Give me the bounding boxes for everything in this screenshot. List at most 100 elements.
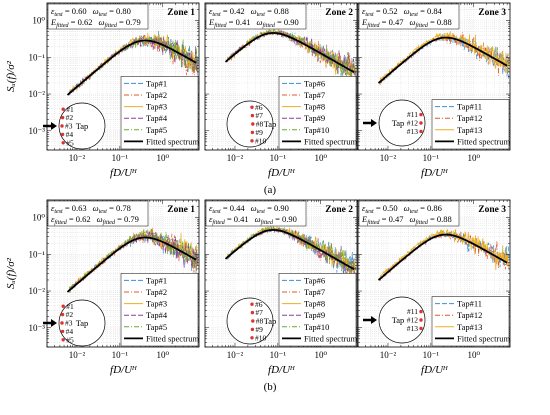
legend-label: Tap#3	[146, 102, 167, 112]
parameter-part: ω	[404, 6, 410, 16]
parameter-part: test	[257, 209, 266, 215]
legend-label: Tap#2	[146, 90, 167, 100]
cylinder-outline	[378, 99, 426, 147]
parameter-part: ω	[251, 203, 257, 213]
series-group	[377, 228, 509, 282]
parameter-part: = 0.90	[275, 17, 299, 27]
x-tick-label: 10⁰	[314, 153, 327, 163]
parameter-part: = 0.79	[115, 214, 139, 224]
parameter-part: E	[208, 17, 215, 27]
tap-label: Tap	[392, 315, 405, 325]
tap-marker	[61, 141, 65, 145]
legend-label-fitted: Fitted spectrum	[457, 136, 511, 146]
x-tick-label: 10⁰	[467, 350, 480, 360]
parameter-part: test	[99, 209, 108, 215]
parameter-part: = 0.86	[418, 203, 442, 213]
parameter-text: Efitted = 0.41 ωfitted = 0.90	[208, 17, 299, 29]
series-line-tap5	[68, 228, 198, 292]
tap-location-inset: #6#7#8#9#10 Tap	[226, 100, 276, 148]
tap-number-label: #8	[256, 317, 264, 326]
parameter-text: εtest = 0.42 ωtest = 0.88	[209, 6, 289, 18]
legend-label: Tap#9	[304, 113, 325, 123]
parameter-part: E	[361, 17, 368, 27]
x-tick-label: 10⁰	[467, 153, 480, 163]
parameter-part: ε	[209, 203, 213, 213]
legend-label: Tap#6	[304, 275, 325, 285]
legend-label: Tap#10	[304, 125, 329, 135]
legend-frame	[120, 76, 199, 150]
parameter-part: E	[50, 17, 57, 27]
parameter-part: ω	[98, 17, 104, 27]
tap-number-label: #7	[255, 111, 263, 120]
tap-number-label: #7	[255, 308, 263, 317]
fitted-spectrum-line	[66, 236, 197, 293]
x-tick-label: 10⁰	[156, 350, 169, 360]
x-tick-label: 10⁻²	[69, 153, 86, 163]
parameter-part: = 0.90	[273, 214, 297, 224]
legend-label: Tap#12	[457, 310, 482, 320]
zone-label: Zone 2	[325, 205, 353, 215]
tap-number-label: #5	[66, 335, 74, 344]
parameter-part: = 0.41	[225, 214, 249, 224]
legend-label-fitted: Fitted spectrum	[457, 333, 511, 343]
parameter-part: test	[257, 12, 266, 18]
zone-label: Zone 1	[167, 205, 195, 215]
series-group	[224, 225, 356, 286]
tap-number-label: #3	[65, 122, 73, 131]
legend-label: Tap#7	[304, 90, 325, 100]
tap-number-label: #13	[407, 127, 419, 136]
tap-marker	[419, 309, 423, 314]
legend-label: Tap#8	[304, 299, 325, 309]
parameter-part: test	[54, 209, 63, 215]
fitted-spectrum-line	[377, 233, 508, 281]
y-tick-label: 10⁻¹	[29, 52, 46, 62]
flow-arrow-head	[371, 316, 377, 324]
parameter-part: fitted	[261, 219, 274, 226]
x-tick-label: 10⁻²	[380, 153, 397, 163]
tap-label: Tap	[264, 316, 277, 326]
y-tick-label: 10⁻³	[29, 323, 46, 333]
parameter-part: ε	[362, 203, 366, 213]
parameter-part: E	[361, 214, 368, 224]
x-tick-label: 10⁻¹	[270, 153, 287, 163]
legend-label: Tap#5	[146, 322, 167, 332]
parameter-part: = 0.78	[107, 203, 131, 213]
parameter-part: ω	[409, 17, 415, 27]
series-line-tap10	[226, 29, 356, 84]
y-axis-label: Sᵤ(f)/σ²	[5, 257, 17, 289]
parameter-box-frame	[205, 3, 307, 30]
parameter-box-frame	[47, 200, 149, 227]
series-group	[66, 227, 198, 293]
parameter-part: = 0.88	[428, 214, 452, 224]
parameter-part: = 0.41	[227, 17, 251, 27]
legend-label: Tap#3	[146, 299, 167, 309]
x-tick-label: 10⁻¹	[112, 350, 129, 360]
parameter-part: test	[54, 12, 63, 18]
x-axis-label: fD/Uᴴ	[421, 167, 448, 179]
tap-number-label: #4	[66, 130, 74, 139]
parameter-text: εfitted = 0.62 ωfitted = 0.79	[51, 214, 139, 226]
legend-label: Tap#6	[304, 78, 325, 88]
tap-number-label: #11	[407, 110, 418, 119]
tap-marker	[250, 130, 255, 135]
tap-number-label: #4	[66, 327, 74, 336]
parameter-part: = 0.88	[428, 17, 452, 27]
legend-label-fitted: Fitted spectrum	[304, 333, 358, 343]
parameter-box-frame	[205, 200, 307, 227]
tap-marker	[419, 129, 423, 134]
legend-label: Tap#12	[457, 113, 482, 123]
parameter-part: = 0.84	[418, 6, 443, 16]
parameter-text: Efitted = 0.47 ωfitted = 0.88	[361, 17, 452, 29]
zone-label: Zone 3	[478, 205, 506, 215]
tap-marker	[61, 304, 65, 308]
tap-marker	[250, 139, 254, 143]
